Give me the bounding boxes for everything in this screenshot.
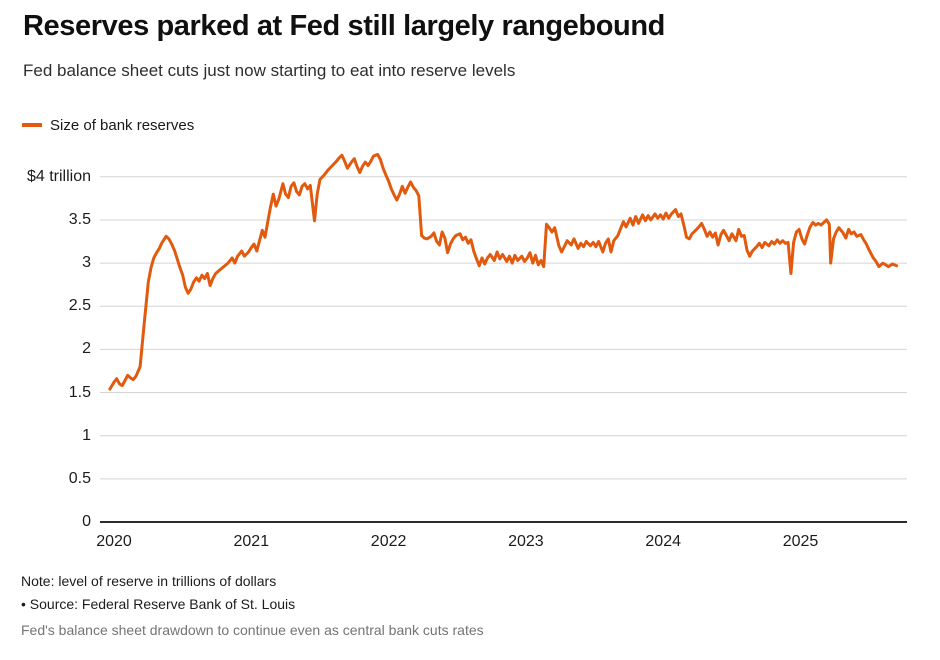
y-tick-label: 2.5 <box>68 297 91 315</box>
x-tick-label: 2021 <box>233 533 270 550</box>
chart-source: • Source: Federal Reserve Bank of St. Lo… <box>21 596 296 612</box>
page-title: Reserves parked at Fed still largely ran… <box>23 10 665 42</box>
reserves-line <box>108 152 899 391</box>
y-tick-label: 3.5 <box>68 210 91 228</box>
x-tick-label: 2023 <box>508 533 544 550</box>
legend-swatch-icon <box>22 123 42 127</box>
x-tick-label: 2020 <box>96 533 132 550</box>
chart-caption: Fed's balance sheet drawdown to continue… <box>21 622 484 638</box>
x-tick-label: 2024 <box>645 533 681 550</box>
y-tick-label: 2 <box>82 340 91 358</box>
y-tick-label: 0 <box>82 513 91 530</box>
x-tick-label: 2022 <box>370 533 407 550</box>
y-tick-label: 1.5 <box>68 383 91 401</box>
legend-label: Size of bank reserves <box>50 116 195 134</box>
y-tick-label: 3 <box>82 254 91 272</box>
page-subtitle: Fed balance sheet cuts just now starting… <box>23 61 516 80</box>
y-tick-label: $4 trillion <box>26 167 91 185</box>
legend: Size of bank reserves <box>22 115 194 135</box>
y-tick-label: 1 <box>82 426 91 444</box>
x-tick-label: 2025 <box>782 533 819 550</box>
chart-note: Note: level of reserve in trillions of d… <box>21 573 277 589</box>
y-tick-label: 0.5 <box>68 469 91 487</box>
